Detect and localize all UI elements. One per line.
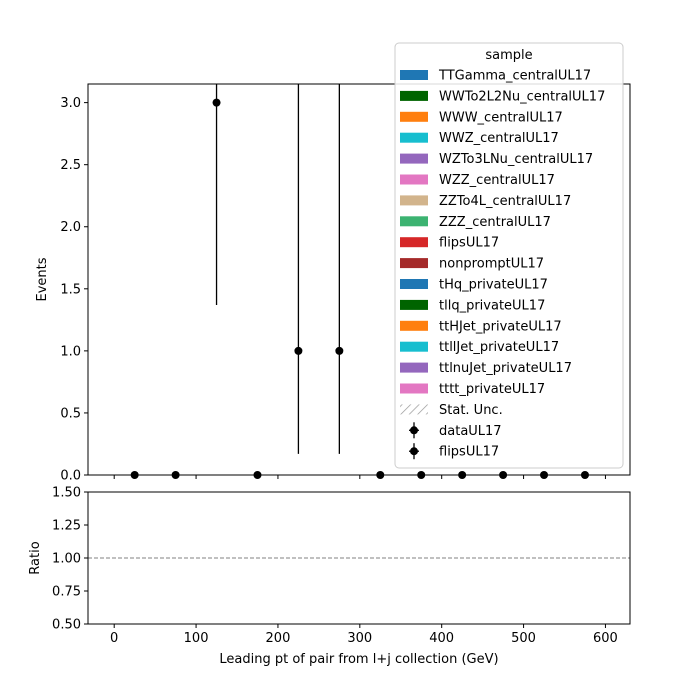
ratio-x-tick-label: 500 [511,631,536,646]
ratio-x-tick-label: 300 [347,631,372,646]
legend-swatch [400,132,428,143]
legend-errorbar-marker [409,422,419,439]
legend-swatch [400,320,428,331]
ratio-y-ticks: 0.50 0.75 1.00 1.25 1.50 [52,486,88,633]
main-y-tick-label: 2.0 [60,220,81,235]
legend-label: flipsUL17 [439,445,499,460]
legend-label: tttt_privateUL17 [439,382,545,397]
legend-label: WZTo3LNu_centralUL17 [439,152,593,167]
legend-label: flipsUL17 [439,236,499,251]
legend-hatch-swatch [400,404,428,415]
ratio-x-axis-label: Leading pt of pair from l+j collection (… [219,652,498,667]
main-y-tick-label: 0.0 [60,469,81,484]
legend-label: dataUL17 [439,424,502,439]
main-y-tick-label: 1.0 [60,344,81,359]
legend-label: WWTo2L2Nu_centralUL17 [439,89,605,104]
legend-box [394,42,624,469]
data-point [294,346,303,355]
legend-label: WWZ_centralUL17 [439,131,559,146]
legend-swatch [400,341,428,352]
legend-swatch [400,279,428,289]
main-y-tick-label: 2.5 [60,158,81,173]
legend-label: ZZTo4L_centralUL17 [439,194,571,209]
legend-label: WZZ_centralUL17 [439,173,555,188]
main-y-tick-label: 3.0 [60,96,81,111]
ratio-x-ticks: 0 100 200 300 400 500 600 [110,624,618,646]
legend-swatch [400,216,428,227]
legend-swatch [400,237,428,248]
ratio-x-tick-label: 0 [110,631,118,646]
ratio-y-tick-label: 1.25 [52,519,81,534]
legend-swatch [400,111,428,122]
ratio-x-tick-label: 200 [266,631,291,646]
main-y-tick-label: 1.5 [60,282,81,297]
legend-errorbar-marker [409,443,419,460]
legend-label: ttlnuJet_privateUL17 [439,361,572,376]
ratio-x-tick-label: 400 [429,631,454,646]
legend-swatch [400,174,428,185]
main-plot-frame [87,83,631,476]
legend-label: tllq_privateUL17 [439,298,545,313]
legend: sample TTGamma_centralUL17 WWTo2L2Nu_cent… [394,42,624,469]
legend-swatch [400,90,428,101]
legend-label: ttHJet_privateUL17 [439,319,562,334]
ratio-y-tick-label: 1.50 [52,486,81,501]
main-y-axis-label: Events [35,257,50,301]
legend-label: ttllJet_privateUL17 [439,340,559,355]
ratio-plot-frame [87,491,631,625]
legend-label: ZZZ_centralUL17 [439,215,551,230]
ratio-y-axis-label: Ratio [28,541,43,574]
legend-swatch [400,70,428,80]
legend-swatch [400,153,428,164]
legend-label: Stat. Unc. [439,403,503,418]
ratio-y-tick-label: 1.00 [52,552,81,567]
data-point [335,346,344,355]
legend-swatch [400,383,428,394]
ratio-x-tick-label: 600 [593,631,618,646]
ratio-x-tick-label: 100 [184,631,209,646]
main-x-ticks [113,475,606,479]
ratio-y-tick-label: 0.50 [52,618,81,633]
legend-label: tHq_privateUL17 [439,278,548,293]
legend-label: nonpromptUL17 [439,257,544,272]
legend-label: WWW_centralUL17 [439,110,563,125]
ratio-y-tick-label: 0.75 [52,585,81,600]
legend-swatch [400,258,428,269]
legend-label: TTGamma_centralUL17 [438,69,591,84]
legend-swatch [400,299,428,310]
main-y-tick-label: 0.5 [60,406,81,421]
main-y-ticks: 0.0 0.5 1.0 1.5 2.0 2.5 3.0 [60,96,88,484]
legend-title: sample [485,48,532,63]
ratio-panel: 0.50 0.75 1.00 1.25 1.50 0 100 200 300 400 500 600… [28,486,631,667]
main-panel: 0.0 0.5 1.0 1.5 2.0 2.5 3.0 Events [35,83,631,484]
data-point [212,98,221,107]
legend-entries: TTGamma_centralUL17 WWTo2L2Nu_centralUL17… [400,69,605,460]
legend-swatch [400,362,428,373]
legend-swatch [400,195,428,206]
